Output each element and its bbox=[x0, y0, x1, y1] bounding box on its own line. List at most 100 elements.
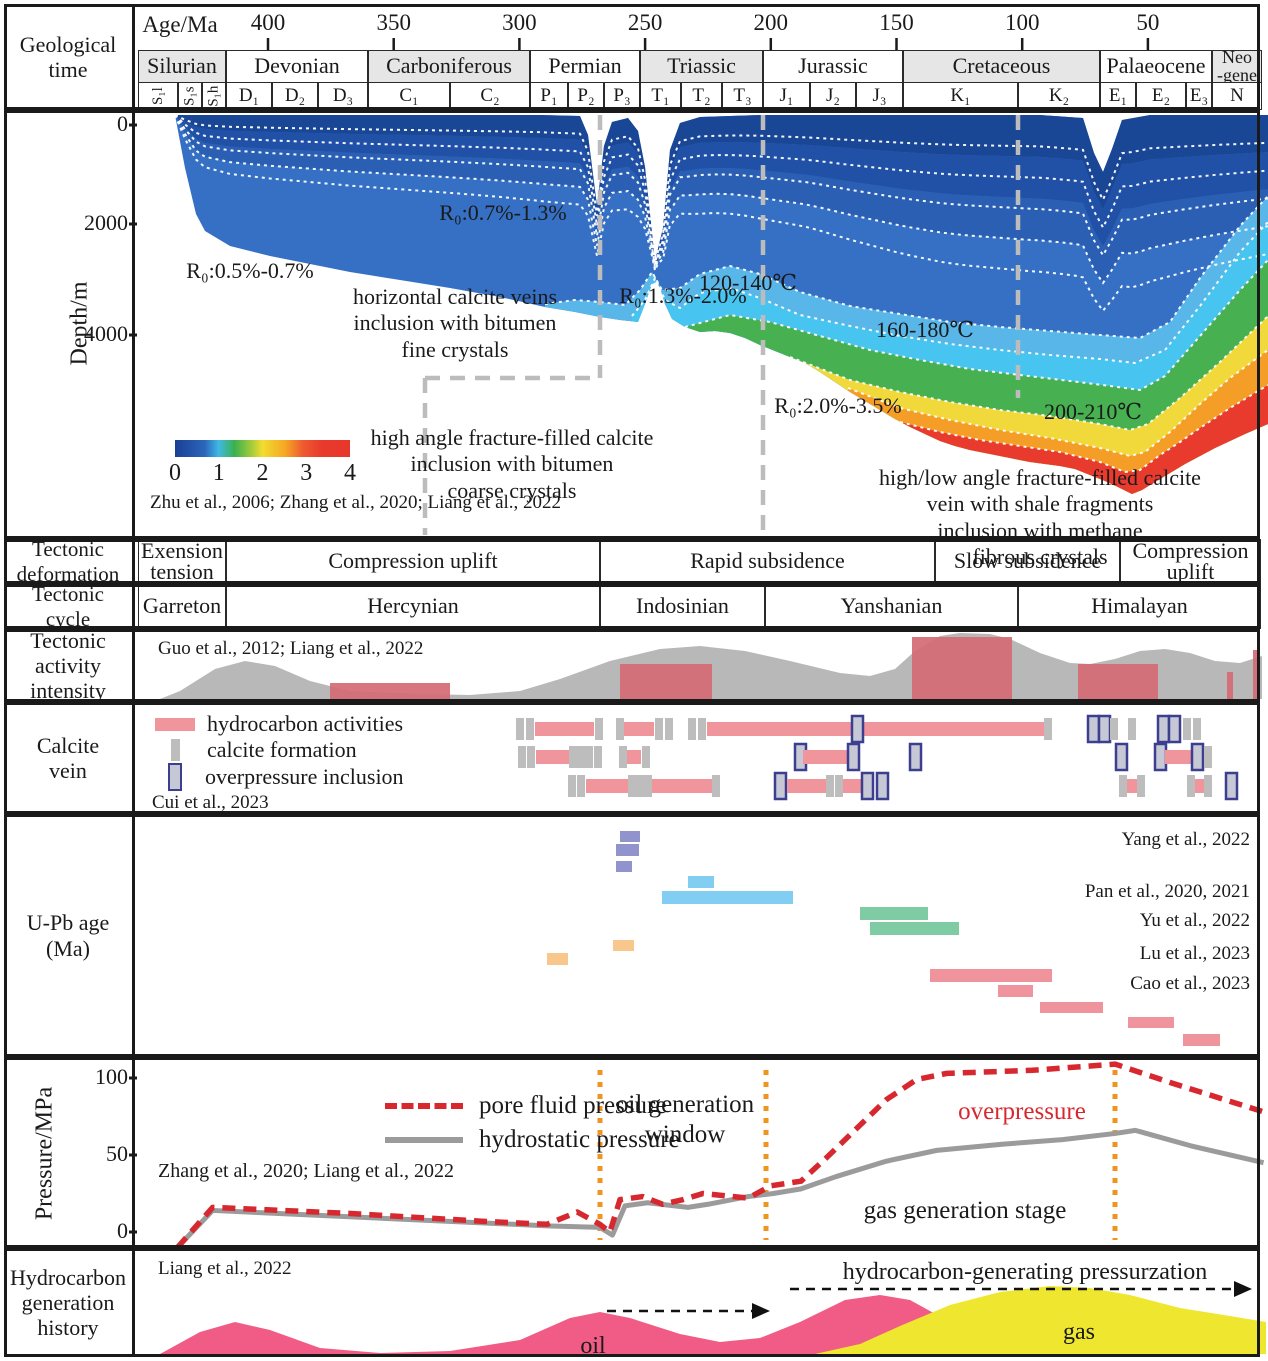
calcite-formation-tick bbox=[526, 718, 534, 740]
age-tick-label: 50 bbox=[1136, 10, 1160, 35]
calcite-formation-tick bbox=[1193, 718, 1201, 740]
legend-hydrostatic-pressure: hydrostatic pressure bbox=[385, 1126, 680, 1154]
calcite-formation-tick bbox=[585, 746, 593, 768]
activity-bar bbox=[330, 683, 450, 699]
burial-annotation-3: R₀:1.3%-2.0% bbox=[619, 283, 747, 308]
depth-tick-label: 4000 bbox=[84, 321, 128, 346]
period-cell-cretaceous: Cretaceous bbox=[903, 50, 1100, 83]
legend-pore-fluid-pressure: pore fluid pressure bbox=[385, 1092, 666, 1120]
legend-calcite-formation: calcite formation bbox=[155, 737, 357, 763]
row-label-pressure bbox=[4, 1057, 135, 1248]
activity-bar bbox=[1253, 650, 1260, 699]
upb-age-bar-pink bbox=[930, 969, 1052, 982]
subperiod-cell-k₂: K₂ bbox=[1018, 82, 1100, 110]
oil-label: oil bbox=[580, 1333, 606, 1359]
burial-blue-band bbox=[175, 115, 1268, 283]
hydrocarbon-activity-bar bbox=[1165, 750, 1192, 764]
period-cell-devonian: Devonian bbox=[226, 50, 368, 83]
subperiod-label: T₃ bbox=[733, 84, 752, 106]
colorbar-tick-label: 1 bbox=[213, 460, 225, 486]
calcite-formation-tick bbox=[642, 746, 650, 768]
subperiod-label: S₁h bbox=[205, 85, 222, 107]
subperiod-label: E₃ bbox=[1189, 84, 1209, 106]
pressure-tick-label: 50 bbox=[106, 1141, 128, 1166]
burial-citation: Zhu et al., 2006; Zhang et al., 2020; Li… bbox=[150, 492, 562, 513]
calcite-formation-tick bbox=[628, 775, 636, 797]
upb-age-bar-orange bbox=[613, 940, 634, 951]
pressure-annotation-0: oil generation window bbox=[615, 1091, 755, 1148]
upb-citation-2: Yu et al., 2022 bbox=[1139, 910, 1250, 931]
overpressure-inclusion-tick bbox=[1114, 742, 1129, 772]
subperiod-cell-p₁: P₁ bbox=[530, 82, 568, 110]
calcite-formation-tick bbox=[569, 746, 577, 768]
calcite-formation-tick bbox=[1044, 718, 1052, 740]
activity-bar bbox=[620, 664, 712, 699]
colorbar-tick-label: 3 bbox=[300, 460, 312, 486]
age-tick-label: 300 bbox=[502, 10, 537, 35]
row-label-cycle: Tectonic cycle bbox=[4, 582, 135, 631]
calcite-citation: Cui et al., 2023 bbox=[152, 792, 269, 813]
generation-arrow-head bbox=[752, 1303, 770, 1319]
calcite-formation-tick bbox=[577, 746, 585, 768]
burial-dotted-line bbox=[789, 315, 1268, 432]
subperiod-label: K₂ bbox=[1048, 84, 1070, 106]
burial-dotted-line bbox=[174, 114, 1268, 268]
subperiod-label: D₁ bbox=[238, 84, 260, 106]
subperiod-label: N bbox=[1230, 84, 1244, 106]
colorbar-tick-label: 4 bbox=[344, 460, 356, 486]
colorbar-tick-label: 0 bbox=[169, 460, 181, 486]
subperiod-cell-e₂: E₂ bbox=[1136, 82, 1186, 110]
upb-age-bar-green bbox=[860, 907, 928, 920]
legend-label: calcite formation bbox=[207, 737, 357, 762]
depth-tick-label: 0 bbox=[117, 111, 128, 136]
legend-label: hydrocarbon activities bbox=[207, 711, 404, 736]
upb-citation-1: Pan et al., 2020, 2021 bbox=[1084, 881, 1250, 902]
overpressure-inclusion-tick bbox=[773, 771, 788, 801]
pore-fluid-swatch bbox=[385, 1103, 463, 1109]
upb-age-bar-green bbox=[870, 922, 959, 935]
burial-annotation-5: 160-180℃ bbox=[876, 317, 974, 342]
overpressure-inclusion-swatch bbox=[168, 763, 182, 791]
subperiod-label: J₁ bbox=[779, 84, 794, 106]
calcite-formation-tick bbox=[835, 775, 843, 797]
burial-annotation-0: R₀:0.5%-0.7% bbox=[186, 258, 314, 283]
period-cell-neo-gene: Neo -gene bbox=[1212, 48, 1262, 84]
pressure-tick-label: 0 bbox=[117, 1218, 128, 1243]
hydrocarbon-activity-bar bbox=[586, 779, 628, 793]
subperiod-cell-k₁: K₁ bbox=[903, 82, 1018, 110]
subperiod-cell-n: N bbox=[1212, 82, 1262, 110]
hydro-citation: Liang et al., 2022 bbox=[158, 1258, 292, 1279]
hydrocarbon-activity-bar bbox=[1127, 779, 1137, 793]
burial-dotted-line bbox=[899, 384, 1268, 474]
subperiod-cell-p₃: P₃ bbox=[604, 82, 640, 110]
legend-label: pore fluid pressure bbox=[479, 1092, 667, 1119]
overpressure-inclusion-tick bbox=[875, 771, 890, 801]
row-label-upb: U-Pb age (Ma) bbox=[4, 814, 135, 1057]
calcite-formation-tick bbox=[516, 718, 524, 740]
activity-bar bbox=[1078, 664, 1158, 699]
cell-hercynian: Hercynian bbox=[226, 584, 600, 629]
calcite-formation-tick bbox=[619, 746, 627, 768]
gas-generation-shape bbox=[815, 1286, 1266, 1354]
calcite-formation-tick bbox=[594, 746, 602, 768]
period-cell-palaeocene: Palaeocene bbox=[1100, 50, 1212, 83]
calcite-formation-tick bbox=[1187, 775, 1195, 797]
overpressure-inclusion-tick bbox=[846, 742, 861, 772]
burial-annotation-4: 120-140℃ bbox=[699, 270, 797, 295]
cell-exension-tension: Exension tension bbox=[138, 539, 226, 584]
overpressure-inclusion-tick bbox=[850, 714, 865, 744]
hydrocarbon-activity-bar bbox=[652, 779, 712, 793]
overpressure-inclusion-tick bbox=[1153, 742, 1168, 772]
subperiod-label: E₁ bbox=[1108, 84, 1128, 106]
burial-annotation-1: R₀:0.7%-1.3% bbox=[439, 200, 567, 225]
burial-dotted-line bbox=[174, 114, 1268, 285]
subperiod-cell-c₂: C₂ bbox=[450, 82, 530, 110]
overpressure-inclusion-tick bbox=[1086, 714, 1101, 744]
pore-fluid-pressure-curve bbox=[175, 1061, 1265, 1250]
burial-dotted-line bbox=[174, 114, 1268, 264]
row-label-burial bbox=[4, 110, 135, 539]
vitrinite-colorbar bbox=[175, 440, 350, 457]
subperiod-label: S₁s bbox=[181, 86, 198, 106]
calcite-formation-tick bbox=[1183, 718, 1191, 740]
